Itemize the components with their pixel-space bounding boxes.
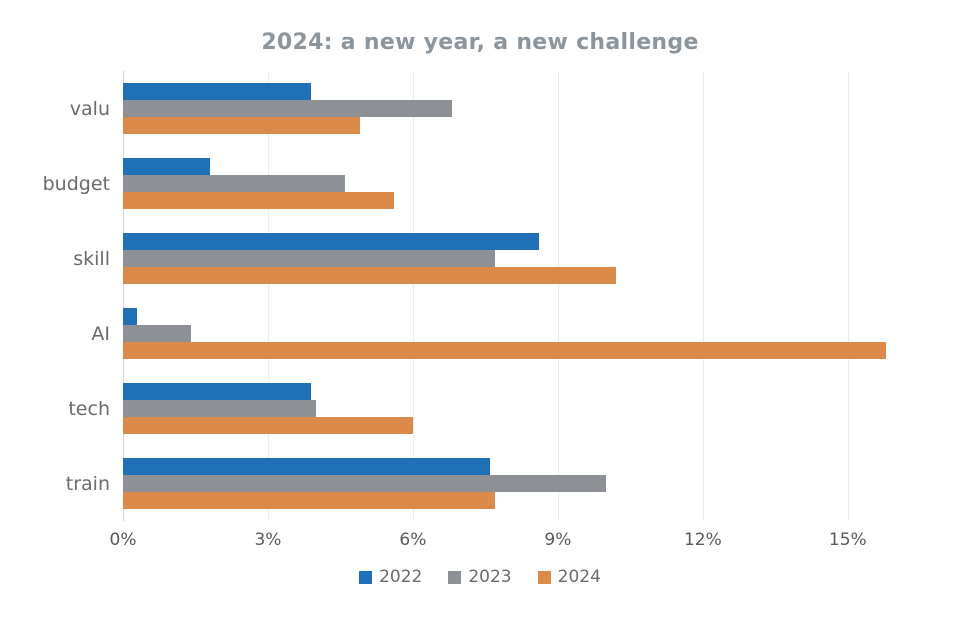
legend-label: 2023	[468, 567, 512, 587]
category-row-budget	[123, 146, 900, 221]
bar-skill-2023	[123, 250, 496, 267]
gridline-9pct	[557, 71, 559, 521]
x-tick-3%: 3%	[254, 530, 282, 550]
bar-AI-2023	[123, 325, 191, 342]
gridline-6pct	[412, 71, 414, 521]
category-label-tech: tech	[68, 397, 110, 420]
category-row-skill	[123, 221, 900, 296]
bar-tech-2022	[123, 383, 312, 400]
category-row-valu	[123, 71, 900, 146]
legend-swatch-icon-2023	[448, 570, 462, 584]
x-tick-15%: 15%	[828, 530, 867, 550]
bar-valu-2024	[123, 117, 360, 134]
x-tick-6%: 6%	[399, 530, 427, 550]
category-label-skill: skill	[73, 247, 110, 270]
legend-item-2024: 2024	[537, 567, 601, 587]
x-tick-12%: 12%	[683, 530, 722, 550]
bar-skill-2022	[123, 233, 539, 250]
category-row-AI	[123, 296, 900, 371]
bar-AI-2022	[123, 308, 138, 325]
x-axis: 0% 3% 6% 9% 12% 15%	[110, 521, 900, 555]
category-label-budget: budget	[42, 172, 110, 195]
gridline-3pct	[267, 71, 269, 521]
legend-swatch-icon-2024	[537, 570, 551, 584]
bar-train-2024	[123, 492, 496, 509]
bar-tech-2024	[123, 417, 413, 434]
x-tick-0%: 0%	[109, 530, 137, 550]
legend-label: 2024	[557, 567, 601, 587]
bar-skill-2024	[123, 267, 616, 284]
bar-budget-2023	[123, 175, 346, 192]
bar-AI-2024	[123, 342, 887, 359]
bar-tech-2023	[123, 400, 317, 417]
bar-budget-2022	[123, 158, 210, 175]
bar-valu-2023	[123, 100, 452, 117]
gridline-15pct	[847, 71, 849, 521]
legend-item-2022: 2022	[359, 567, 422, 587]
plot-region: valu budget skill AI tech train	[0, 71, 960, 521]
chart-title: 2024: a new year, a new challenge	[261, 30, 699, 55]
bar-budget-2024	[123, 192, 394, 209]
category-row-train	[123, 446, 900, 521]
category-label-valu: valu	[69, 97, 110, 120]
legend-item-2023: 2023	[448, 567, 512, 587]
bar-train-2023	[123, 475, 607, 492]
x-tick-9%: 9%	[544, 530, 572, 550]
plot-area	[123, 71, 900, 521]
bar-valu-2022	[123, 83, 312, 100]
category-axis: valu budget skill AI tech train	[0, 71, 123, 521]
legend: 2022 2023 2024	[0, 567, 960, 587]
category-row-tech	[123, 371, 900, 446]
y-axis-line	[123, 71, 124, 521]
bar-train-2022	[123, 458, 491, 475]
legend-swatch-icon-2022	[359, 570, 373, 584]
category-label-train: train	[65, 472, 110, 495]
legend-label: 2022	[379, 567, 423, 587]
gridline-12pct	[702, 71, 704, 521]
category-label-AI: AI	[91, 322, 110, 345]
